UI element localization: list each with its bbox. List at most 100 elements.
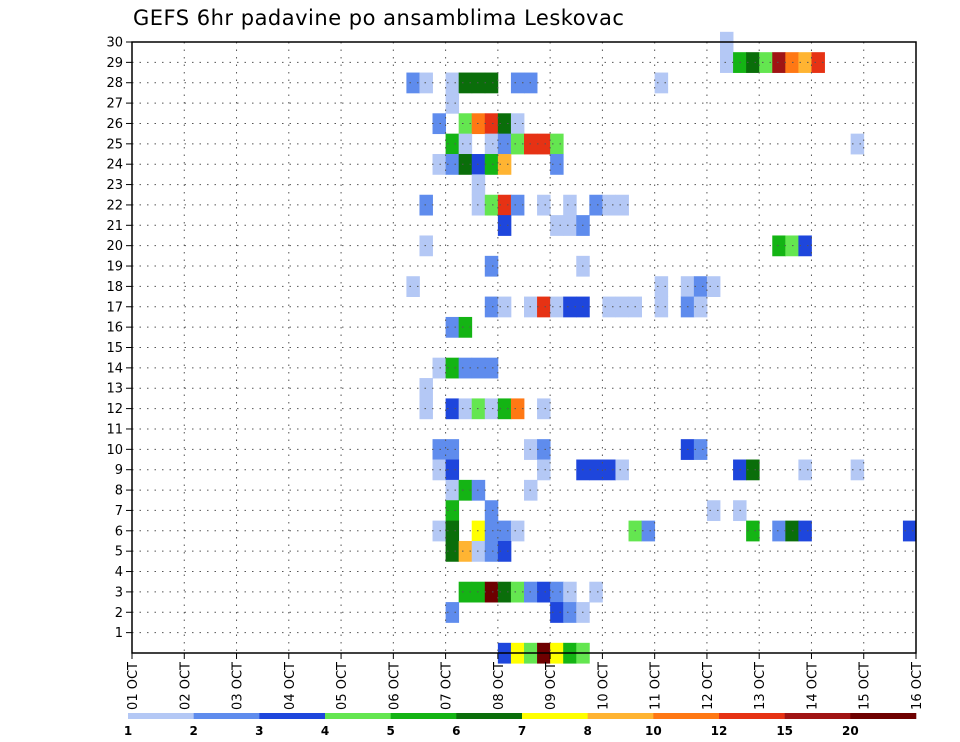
colorbar-label: 5 bbox=[386, 724, 394, 738]
x-tick-label: 02 OCT bbox=[178, 662, 193, 710]
y-tick-label: 13 bbox=[106, 382, 123, 397]
precip-cell bbox=[798, 459, 812, 481]
precip-cell bbox=[550, 581, 564, 603]
precip-cell bbox=[902, 520, 917, 542]
precip-cell bbox=[706, 276, 721, 297]
colorbar-label: 8 bbox=[583, 724, 591, 738]
precip-cell bbox=[497, 133, 512, 155]
precip-cell bbox=[550, 602, 564, 623]
precip-cell bbox=[654, 72, 669, 94]
y-tick-label: 21 bbox=[106, 219, 123, 234]
y-tick-label: 30 bbox=[106, 36, 123, 51]
precip-cell bbox=[484, 357, 499, 379]
x-tick-label: 15 OCT bbox=[858, 662, 873, 710]
precip-cell bbox=[772, 520, 786, 542]
y-tick-label: 2 bbox=[115, 606, 123, 621]
colorbar-label: 12 bbox=[711, 724, 728, 738]
x-tick-label: 14 OCT bbox=[805, 662, 820, 710]
precip-cell bbox=[615, 194, 629, 216]
precip-cell bbox=[563, 194, 577, 216]
precip-cell bbox=[510, 398, 525, 420]
precip-cell bbox=[654, 296, 669, 318]
precip-cell bbox=[615, 296, 629, 318]
precip-cell bbox=[484, 113, 499, 135]
colorbar-swatch bbox=[325, 713, 391, 719]
precip-cell bbox=[850, 459, 865, 481]
precip-cell bbox=[484, 540, 499, 562]
precip-cell bbox=[458, 357, 473, 379]
precip-cell bbox=[458, 72, 473, 94]
precip-cell bbox=[458, 316, 473, 338]
colorbar-label: 2 bbox=[189, 724, 197, 738]
colorbar-label: 6 bbox=[452, 724, 460, 738]
precip-cell bbox=[458, 479, 473, 501]
colorbar-label: 1 bbox=[124, 724, 132, 738]
precip-cell bbox=[458, 540, 473, 562]
precip-cell bbox=[550, 154, 564, 175]
precip-cell bbox=[550, 133, 564, 155]
precip-cell bbox=[419, 378, 433, 399]
colorbar-label: 3 bbox=[255, 724, 263, 738]
y-tick-label: 22 bbox=[106, 198, 123, 213]
y-tick-label: 29 bbox=[106, 56, 123, 71]
x-tick-label: 08 OCT bbox=[492, 662, 507, 710]
precip-cell bbox=[746, 52, 760, 73]
precip-cell bbox=[419, 398, 433, 420]
precip-cell bbox=[445, 479, 460, 501]
precip-cell bbox=[759, 52, 773, 73]
y-tick-label: 23 bbox=[106, 178, 123, 193]
y-tick-label: 7 bbox=[115, 504, 123, 519]
precip-cell bbox=[458, 398, 473, 420]
x-tick-label: 03 OCT bbox=[231, 662, 246, 710]
precip-cell bbox=[419, 194, 433, 216]
precip-cell bbox=[589, 459, 603, 481]
precip-cell bbox=[510, 194, 525, 216]
x-tick-label: 13 OCT bbox=[753, 662, 768, 710]
precip-cell bbox=[432, 357, 446, 379]
precip-cell bbox=[537, 398, 551, 420]
precip-cell bbox=[772, 235, 786, 257]
precip-cell bbox=[406, 72, 420, 94]
colorbar-swatch bbox=[653, 713, 720, 719]
colorbar-swatch bbox=[193, 713, 260, 719]
precip-cell bbox=[537, 133, 551, 155]
y-tick-label: 25 bbox=[106, 137, 123, 152]
precip-cell bbox=[406, 276, 420, 297]
precip-cell bbox=[445, 540, 460, 562]
precip-cell bbox=[484, 194, 499, 216]
precip-cell bbox=[850, 133, 865, 155]
precip-cell bbox=[497, 215, 512, 236]
precip-cell bbox=[602, 296, 616, 318]
precip-cell bbox=[798, 235, 812, 257]
y-tick-label: 14 bbox=[106, 361, 123, 376]
colorbar-swatch bbox=[784, 713, 851, 719]
precip-cell bbox=[537, 439, 551, 460]
x-tick-label: 10 OCT bbox=[596, 662, 611, 710]
x-tick-label: 06 OCT bbox=[387, 662, 402, 710]
precip-cell bbox=[445, 398, 460, 420]
precip-cell bbox=[510, 72, 525, 94]
precip-cell bbox=[484, 581, 499, 603]
precip-cell bbox=[563, 296, 577, 318]
colorbar-label: 20 bbox=[842, 724, 859, 738]
colorbar-swatch bbox=[128, 713, 194, 719]
y-tick-label: 4 bbox=[115, 565, 123, 580]
precip-cell bbox=[510, 133, 525, 155]
y-tick-label: 12 bbox=[106, 402, 123, 417]
precip-cell bbox=[445, 72, 460, 94]
y-tick-label: 17 bbox=[106, 300, 123, 315]
y-tick-label: 28 bbox=[106, 76, 123, 91]
precip-cell bbox=[445, 357, 460, 379]
x-tick-label: 01 OCT bbox=[126, 662, 141, 710]
precip-cell bbox=[445, 133, 460, 155]
x-tick-label: 16 OCT bbox=[910, 662, 925, 710]
precip-cell bbox=[432, 113, 446, 135]
y-tick-label: 24 bbox=[106, 158, 123, 173]
precip-cell bbox=[563, 602, 577, 623]
precip-cell bbox=[497, 398, 512, 420]
precip-cell bbox=[615, 459, 629, 481]
precip-cell bbox=[445, 602, 460, 623]
precip-cell bbox=[497, 194, 512, 216]
precip-cell bbox=[458, 113, 473, 135]
precip-cell bbox=[484, 520, 499, 542]
